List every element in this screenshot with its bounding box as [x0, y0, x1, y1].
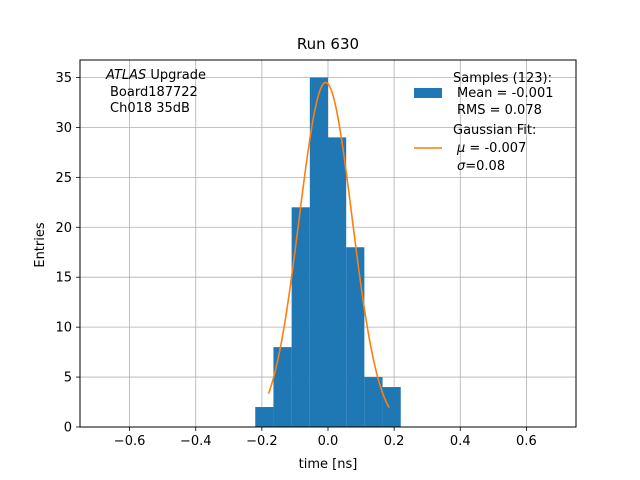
y-tick-label: 20: [55, 221, 72, 236]
mu-symbol: μ: [456, 141, 465, 156]
x-tick-label: −0.4: [180, 434, 212, 449]
channel-label: Ch018 35dB: [110, 101, 190, 116]
y-axis-ticks: 0 5 10 15 20 25 30 35: [55, 71, 80, 436]
x-tick-label: 0.0: [318, 434, 339, 449]
histogram-bars: [255, 77, 401, 427]
x-tick-label: 0.2: [384, 434, 405, 449]
x-axis-label: time [ns]: [299, 457, 358, 472]
y-tick-label: 5: [64, 371, 72, 386]
mu-value: = -0.007: [465, 141, 526, 156]
histogram-bar: [346, 247, 365, 427]
sigma-value: =0.08: [465, 159, 505, 174]
y-tick-label: 25: [55, 171, 72, 186]
x-axis-ticks: −0.6 −0.4 −0.2 0.0 0.2 0.4 0.6: [114, 427, 537, 449]
legend-fit-mu: μ = -0.007: [456, 141, 526, 156]
x-tick-label: −0.6: [114, 434, 146, 449]
sigma-symbol: σ: [457, 159, 466, 174]
atlas-word: ATLAS: [105, 68, 146, 83]
chart-title: Run 630: [297, 35, 359, 53]
legend-fit-sigma: σ=0.08: [457, 159, 505, 174]
board-label: Board187722: [110, 85, 198, 100]
histogram-bar: [255, 407, 274, 427]
y-tick-label: 15: [55, 271, 72, 286]
y-tick-label: 10: [55, 321, 72, 336]
y-axis-label: Entries: [33, 222, 48, 268]
x-tick-label: 0.6: [516, 434, 537, 449]
y-tick-label: 0: [64, 421, 72, 436]
histogram-bar: [291, 207, 310, 427]
atlas-label: ATLAS Upgrade: [105, 68, 206, 83]
legend-samples-mean: Mean = -0.001: [457, 86, 553, 101]
legend-samples-rms: RMS = 0.078: [457, 103, 542, 118]
histogram-bar: [273, 347, 292, 427]
histogram-bar: [328, 137, 347, 427]
y-tick-label: 35: [55, 71, 72, 86]
x-tick-label: 0.4: [450, 434, 471, 449]
legend: Samples (123): Mean = -0.001 RMS = 0.078…: [414, 71, 553, 174]
histogram-bar: [309, 77, 328, 427]
histogram-bar: [382, 387, 401, 427]
histogram-bar: [364, 377, 383, 427]
x-tick-label: −0.2: [246, 434, 278, 449]
atlas-annotation: ATLAS Upgrade Board187722 Ch018 35dB: [105, 68, 206, 116]
gaussian-fit-curve: [267, 81, 390, 409]
y-tick-label: 30: [55, 121, 72, 136]
legend-fit-title: Gaussian Fit:: [453, 123, 536, 138]
legend-samples-title: Samples (123):: [453, 71, 552, 86]
upgrade-word: Upgrade: [146, 68, 206, 83]
legend-samples-swatch: [414, 88, 442, 98]
